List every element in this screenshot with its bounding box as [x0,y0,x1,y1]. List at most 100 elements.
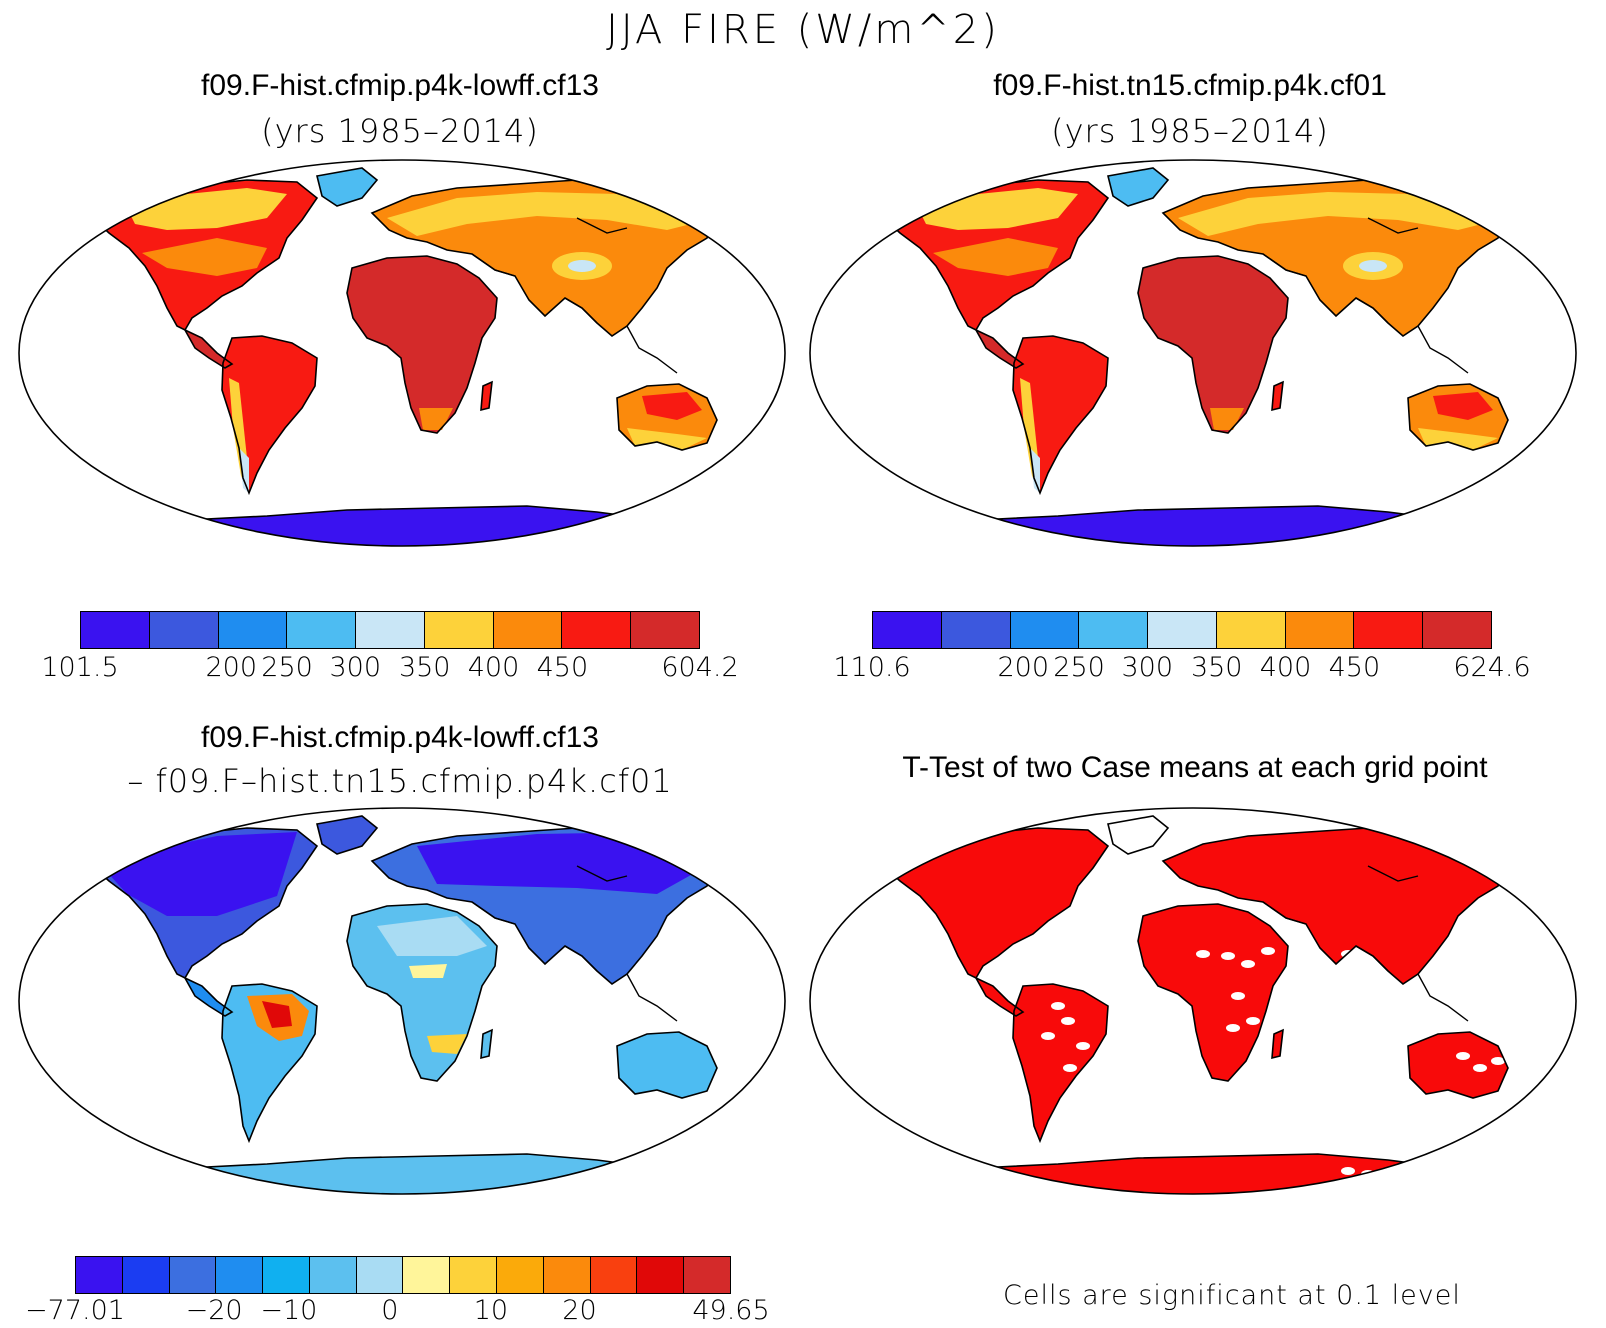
sahara-region [377,916,487,956]
colorbar-segment [218,612,288,648]
continent-samerica [1013,984,1108,1141]
continent-antarctica [913,506,1513,546]
coastline-detail [1355,297,1389,324]
panel2-map-content [876,167,1515,546]
colorbar-segment [309,1257,357,1293]
continent-africa [1138,256,1288,433]
coastline-detail [1367,865,1419,882]
continent-namerica [878,828,1108,978]
colorbar-tick-label: 20 [562,1295,597,1326]
colorbar-segment [497,1257,544,1293]
insignificant-cell [1041,1032,1055,1040]
colorbar-segment [1148,612,1217,648]
colorbar-tick-label: 400 [467,652,520,683]
insignificant-cell [1473,1064,1487,1072]
coastline-namerica [876,827,1110,980]
coastline-africa [346,903,498,1082]
insignificant-cell [1076,1042,1090,1050]
coastline-australia [1407,1031,1509,1099]
insignificant-cell [1226,1024,1240,1032]
panel1-map-content [85,167,724,546]
insignificant-cell [1196,950,1210,958]
panel2-colorbar [872,611,1492,649]
panel3-colorbar-ticks: −77.01 −20 −10 0 10 20 49.65 [25,1295,770,1328]
insignificant-cell [1221,952,1235,960]
colorbar-segment [1423,612,1492,648]
canada-band [127,188,287,230]
continent-antarctica [913,1154,1513,1194]
amazon-strong-positive [262,1001,292,1028]
continent-camerica [976,978,1023,1016]
colorbar-segment [873,612,942,648]
coastline-detail [564,297,598,324]
insignificant-cell [1246,1017,1260,1025]
coastline-detail [1262,901,1307,925]
southern-africa-positive [427,1034,467,1054]
continent-greenland [1108,816,1168,854]
colorbar-tick-label: 350 [1190,652,1243,683]
colorbar-segment [424,612,494,648]
coastline-madagascar [1271,1028,1284,1060]
coastline-camerica [183,976,234,1017]
colorbar-tick-label: 110.6 [833,652,911,683]
continent-greenland [317,816,377,854]
insignificant-cell [1491,1057,1505,1065]
sahel-positive [409,964,447,978]
colorbar-segment [81,612,150,648]
coastline-africa [1137,903,1289,1082]
coastline-namerica [876,179,1110,332]
coastline-africa [346,255,498,434]
colorbar-segment [149,612,219,648]
colorbar-segment [684,1257,730,1293]
coastline-australia [616,383,718,451]
patagonia [239,448,249,493]
insignificant-cell [1063,1064,1077,1072]
colorbar-segment [403,1257,451,1293]
colorbar-segment [1354,612,1424,648]
colorbar-tick-label: 400 [1259,652,1312,683]
insignificant-cell [1051,1002,1065,1010]
insignificant-cell [1061,1017,1075,1025]
colorbar-tick-label: 300 [329,652,382,683]
colorbar-segment [493,612,563,648]
coastline-madagascar [1271,380,1284,412]
panel1-colorbar [80,611,700,649]
panel1-colorbar-ticks: 101.5 200 250 300 350 400 450 604.2 [41,652,738,685]
colorbar-tick-label: 300 [1121,652,1174,683]
colorbar-segment [356,612,425,648]
coastline-detail [1417,325,1469,374]
high-latitude-band [387,192,707,236]
insignificant-cell [1231,992,1245,1000]
colorbar-tick-label: 450 [536,652,589,683]
colorbar-tick-label: 350 [398,652,451,683]
patagonia [1030,448,1040,493]
colorbar-segment [1216,612,1286,648]
continent-africa [347,256,497,433]
colorbar-segment [76,1257,123,1293]
colorbar-tick-label: −77.01 [25,1295,125,1326]
colorbar-segment [637,1257,685,1293]
tibet-core [1359,260,1387,272]
coastline-camerica [183,328,234,369]
colorbar-tick-label: 250 [261,652,313,683]
panel2-map [809,159,1577,547]
colorbar-segment [122,1257,170,1293]
coastline-detail [576,217,628,234]
colorbar-tick-label: 10 [473,1295,509,1326]
coastline-detail [1367,217,1419,234]
colorbar-tick-label: 101.5 [41,652,119,683]
colorbar-tick-label: 624.6 [1453,652,1531,683]
continent-eurasia [1163,828,1508,984]
colorbar-tick-label: 200 [997,652,1050,683]
north-america-band [142,238,267,276]
coastline-detail [471,901,516,925]
map-border [18,807,786,1195]
colorbar-tick-label: 250 [1053,652,1105,683]
coastline-detail [576,865,628,882]
colorbar-segment [450,1257,498,1293]
colorbar-tick-label: 450 [1328,652,1381,683]
panel1-map [18,159,786,547]
coastline-antarctica [911,1153,1515,1194]
continent-africa [1138,904,1288,1081]
figure-title: JJA FIRE (W/m^2) [606,7,1000,53]
